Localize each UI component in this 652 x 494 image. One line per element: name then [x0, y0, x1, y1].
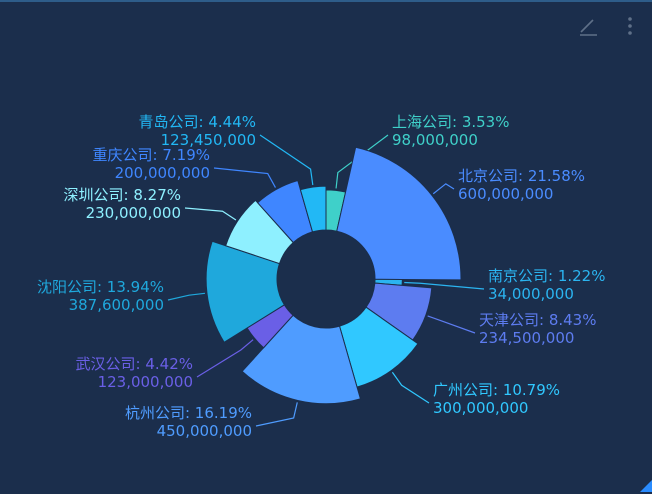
- slice-value-label: 600,000,000: [458, 185, 553, 203]
- slice-value-label: 123,000,000: [98, 373, 193, 391]
- slice-label: 上海公司: 3.53%: [392, 113, 509, 131]
- slice-9[interactable]: [225, 199, 294, 265]
- slice-value-label: 98,000,000: [392, 131, 478, 149]
- slice-label: 杭州公司: 16.19%: [125, 404, 252, 422]
- leader-line: [259, 134, 314, 186]
- chart-center-hole: [278, 231, 374, 327]
- more-vertical-icon: [628, 17, 632, 35]
- leader-line: [213, 167, 276, 188]
- slice-value-label: 234,500,000: [479, 329, 574, 347]
- leader-line: [391, 371, 430, 404]
- leader-line: [167, 292, 206, 301]
- slice-label: 重庆公司: 7.19%: [93, 146, 210, 164]
- slice-10[interactable]: [256, 179, 314, 244]
- slice-label: 沈阳公司: 13.94%: [37, 278, 164, 296]
- slice-value-label: 230,000,000: [86, 204, 181, 222]
- slice-6[interactable]: [241, 314, 362, 405]
- leader-line: [184, 207, 237, 221]
- slice-value-label: 387,600,000: [69, 296, 164, 314]
- slice-label: 广州公司: 10.79%: [433, 381, 560, 399]
- leader-line: [427, 315, 476, 334]
- leader-line: [404, 281, 485, 290]
- leader-line: [432, 183, 455, 195]
- slice-value-label: 34,000,000: [488, 285, 574, 303]
- slice-value-label: 200,000,000: [115, 164, 210, 182]
- slice-label: 青岛公司: 4.44%: [139, 113, 256, 131]
- slice-label: 北京公司: 21.58%: [458, 167, 585, 185]
- slice-value-label: 123,450,000: [161, 131, 256, 149]
- slice-value-label: 450,000,000: [157, 422, 252, 440]
- slice-value-label: 300,000,000: [433, 399, 528, 417]
- slice-label: 深圳公司: 8.27%: [64, 186, 181, 204]
- leader-line: [255, 402, 298, 427]
- edit-button[interactable]: [576, 14, 600, 38]
- chart-toolbar: [576, 14, 642, 38]
- slice-2[interactable]: [336, 146, 462, 281]
- pencil-line-icon: [580, 19, 597, 36]
- slice-label: 天津公司: 8.43%: [479, 311, 596, 329]
- slice-11[interactable]: [299, 185, 327, 233]
- leader-line: [335, 134, 389, 189]
- slice-label: 南京公司: 1.22%: [488, 267, 605, 285]
- resize-corner[interactable]: [640, 480, 652, 492]
- slice-label: 武汉公司: 4.42%: [76, 355, 193, 373]
- slice-8[interactable]: [205, 240, 286, 343]
- leader-line: [196, 339, 254, 378]
- more-menu-button[interactable]: [618, 14, 642, 38]
